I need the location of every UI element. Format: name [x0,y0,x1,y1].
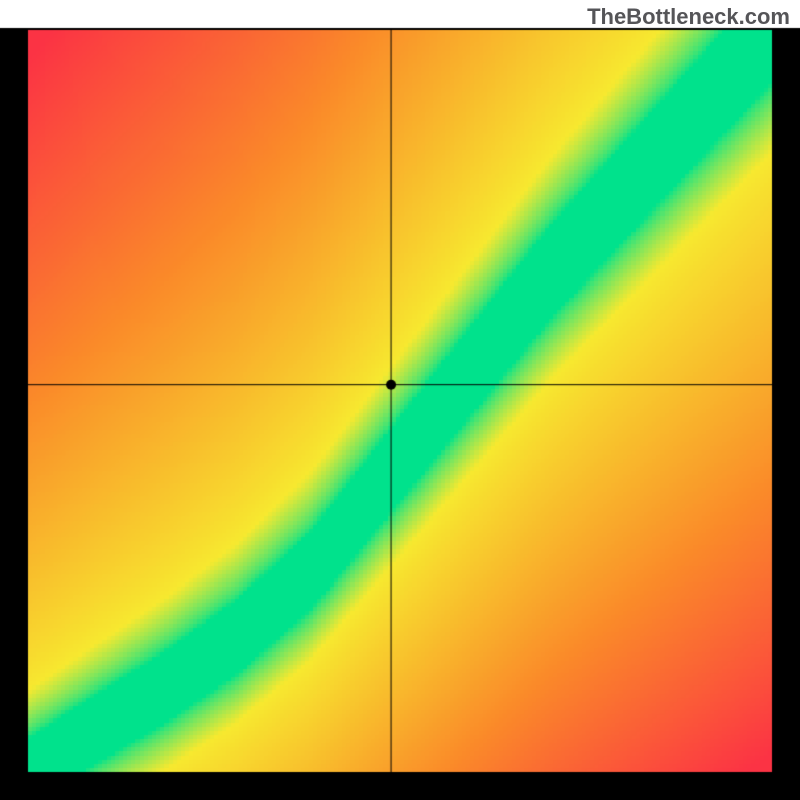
watermark-text: TheBottleneck.com [587,4,790,30]
bottleneck-heatmap-canvas [0,0,800,800]
chart-container: TheBottleneck.com [0,0,800,800]
